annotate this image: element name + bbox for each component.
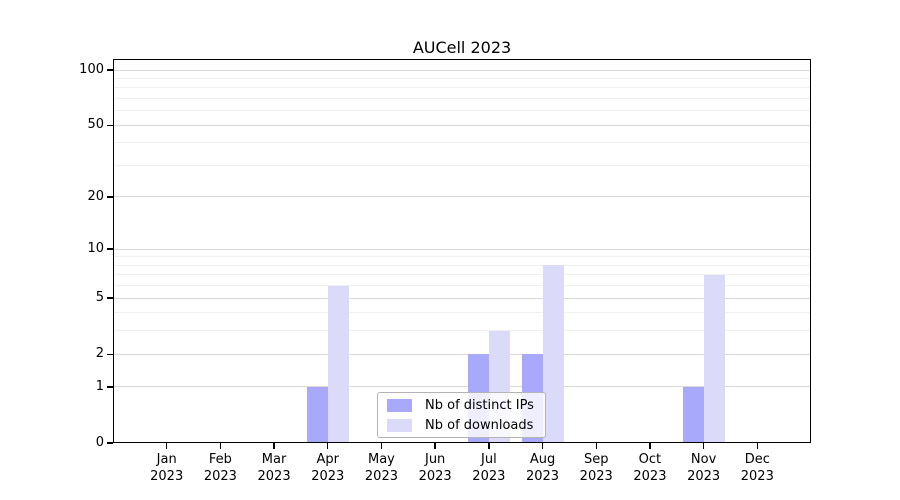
y-tick-label-2: 2	[95, 346, 104, 362]
x-tick-label-dec: Dec 2023	[740, 452, 774, 484]
gridline-minor-80	[113, 87, 811, 89]
bar-distinct-ips-apr	[306, 386, 328, 443]
bar-downloads-apr	[327, 285, 349, 443]
legend-swatch-downloads	[387, 418, 412, 432]
legend-item-distinct-ips: Nb of distinct IPs	[387, 398, 536, 413]
x-tick-label-oct: Oct 2023	[633, 452, 667, 484]
y-tick-label-1: 1	[95, 378, 104, 394]
y-tick-label-0: 0	[95, 435, 104, 450]
x-tick-label-jan: Jan 2023	[150, 452, 184, 484]
gridline-minor-40	[113, 142, 811, 144]
x-tick-aug	[541, 443, 544, 449]
x-tick-label-apr: Apr 2023	[311, 452, 345, 484]
gridline-minor-6	[113, 285, 811, 287]
x-tick-label-aug: Aug 2023	[525, 452, 560, 484]
x-tick-label-jul: Jul 2023	[472, 452, 506, 484]
x-tick-mar	[273, 443, 275, 449]
x-tick-oct	[649, 443, 651, 449]
y-tick-2	[107, 353, 113, 355]
y-tick-100	[107, 69, 113, 71]
legend-swatch-distinct-ips	[387, 398, 412, 412]
gridline-major-10	[113, 248, 811, 250]
x-tick-nov	[702, 443, 705, 449]
y-tick-5	[107, 297, 113, 299]
x-tick-jul	[488, 443, 490, 449]
x-tick-dec	[756, 443, 758, 449]
gridline-major-2	[113, 353, 811, 355]
y-tick-50	[107, 124, 113, 126]
x-tick-apr	[327, 443, 329, 449]
x-tick-label-sep: Sep 2023	[579, 452, 613, 484]
gridline-minor-90	[113, 77, 811, 79]
legend: Nb of distinct IPs Nb of downloads	[377, 392, 546, 438]
gridline-minor-70	[113, 97, 811, 99]
legend-label-distinct-ips: Nb of distinct IPs	[425, 397, 534, 413]
gridline-minor-7	[113, 274, 811, 276]
x-tick-sep	[595, 443, 597, 449]
gridline-minor-9	[113, 256, 811, 258]
y-tick-0	[107, 442, 113, 444]
x-tick-label-jun: Jun 2023	[418, 452, 452, 484]
bar-distinct-ips-nov	[682, 386, 704, 443]
gridline-minor-3	[113, 330, 811, 332]
x-tick-label-nov: Nov 2023	[687, 452, 721, 484]
chart-title: AUCell 2023	[412, 38, 512, 57]
gridline-major-1	[113, 386, 811, 388]
y-tick-label-20: 20	[87, 188, 104, 204]
x-tick-feb	[219, 443, 222, 449]
plot-area	[113, 59, 811, 443]
gridline-minor-60	[113, 110, 811, 112]
gridline-major-20	[113, 196, 811, 198]
gridline-minor-30	[113, 164, 811, 166]
x-tick-label-feb: Feb 2023	[203, 452, 237, 484]
x-tick-label-mar: Mar 2023	[257, 452, 291, 484]
gridline-minor-8	[113, 264, 811, 266]
bar-downloads-nov	[703, 274, 725, 443]
x-tick-jun	[434, 443, 436, 449]
y-tick-10	[107, 248, 113, 250]
x-tick-may	[380, 443, 383, 449]
x-tick-label-may: May 2023	[364, 452, 398, 484]
bar-downloads-aug	[542, 265, 564, 443]
legend-label-downloads: Nb of downloads	[425, 417, 534, 433]
y-tick-label-100: 100	[79, 62, 104, 77]
legend-item-downloads: Nb of downloads	[387, 418, 536, 433]
gridline-major-5	[113, 297, 811, 299]
y-tick-1	[107, 386, 113, 388]
gridline-minor-4	[113, 312, 811, 314]
gridline-major-50	[113, 124, 811, 126]
y-tick-label-50: 50	[87, 117, 104, 133]
y-tick-label-10: 10	[87, 241, 104, 257]
x-tick-jan	[165, 443, 168, 449]
y-tick-label-5: 5	[95, 290, 104, 306]
gridline-major-100	[113, 69, 811, 71]
y-tick-20	[107, 196, 113, 198]
